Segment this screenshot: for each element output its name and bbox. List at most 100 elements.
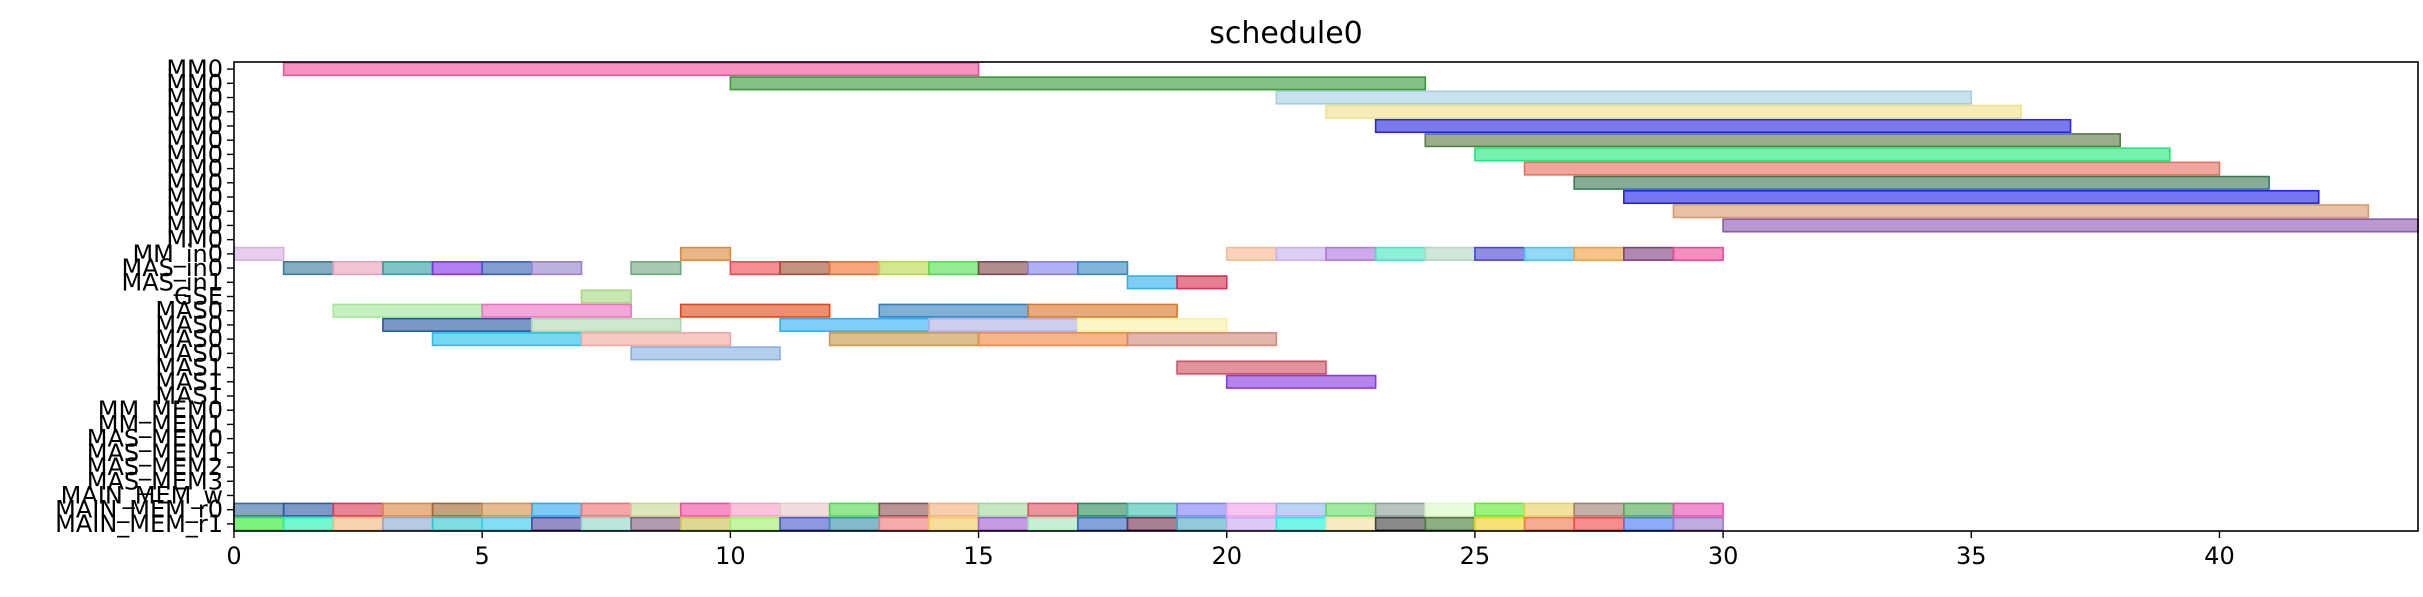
task-bar bbox=[1424, 246, 1476, 261]
task-bar bbox=[630, 261, 682, 276]
y-tick-label: MAS_in0 bbox=[121, 254, 223, 282]
task-bar bbox=[1027, 502, 1079, 517]
y-tick-label: MAS1 bbox=[155, 368, 223, 396]
task-bar bbox=[679, 502, 732, 517]
task-bar bbox=[531, 261, 583, 276]
task-bar bbox=[1225, 502, 1278, 517]
y-tick-label: MM0 bbox=[166, 126, 223, 154]
y-axis: MM0MM0MM0MM0MM0MM0MM0MM0MM0MM0MM0MM0MM0M… bbox=[55, 55, 234, 538]
task-bar bbox=[382, 502, 434, 517]
y-tick-label: MAS1 bbox=[155, 354, 223, 382]
task-bar bbox=[878, 261, 930, 276]
task-bar bbox=[1126, 275, 1178, 290]
task-bar bbox=[1523, 502, 1575, 517]
task-bar bbox=[1374, 246, 1427, 261]
task-bar bbox=[431, 516, 483, 531]
y-tick-label: MAIN_MEM_w bbox=[61, 481, 223, 509]
task-bar bbox=[828, 261, 881, 276]
x-tick-label: 20 bbox=[1211, 542, 1242, 570]
task-bar bbox=[531, 516, 583, 531]
task-bar bbox=[332, 303, 483, 318]
task-bar bbox=[630, 516, 682, 531]
task-bar bbox=[580, 502, 632, 517]
task-bar bbox=[332, 502, 384, 517]
task-bar bbox=[1225, 246, 1278, 261]
task-bar bbox=[679, 246, 732, 261]
task-bar bbox=[1374, 118, 2072, 134]
task-bar bbox=[729, 261, 781, 276]
bars-layer bbox=[233, 62, 2419, 531]
task-bar bbox=[382, 317, 533, 332]
task-bar bbox=[1325, 246, 1377, 261]
y-tick-label: MM_MEM1 bbox=[98, 410, 223, 438]
y-tick-label: MM0 bbox=[166, 197, 223, 225]
task-bar bbox=[1126, 502, 1178, 517]
y-tick-label: MM0 bbox=[166, 140, 223, 168]
task-bar bbox=[1672, 246, 1724, 261]
task-bar bbox=[233, 502, 285, 517]
task-bar bbox=[779, 317, 930, 332]
task-bar bbox=[481, 502, 533, 517]
x-axis: 0 5 10 15 20 25 30 35 40 bbox=[226, 531, 2235, 570]
task-bar bbox=[282, 62, 980, 77]
task-bar bbox=[977, 516, 1029, 531]
task-bar bbox=[1275, 90, 1973, 105]
task-bar bbox=[1126, 332, 1278, 347]
task-bar bbox=[1672, 516, 1724, 531]
task-bar bbox=[1374, 502, 1427, 517]
task-bar bbox=[1623, 516, 1675, 531]
y-tick-label: MM0 bbox=[166, 155, 223, 183]
y-tick-label: MAS_MEM3 bbox=[87, 467, 223, 495]
task-bar bbox=[729, 502, 781, 517]
task-bar bbox=[431, 261, 483, 276]
task-bar bbox=[928, 502, 980, 517]
task-bar bbox=[431, 502, 483, 517]
task-bar bbox=[580, 332, 732, 347]
x-tick-label: 30 bbox=[1708, 542, 1739, 570]
task-bar bbox=[1672, 502, 1724, 517]
task-bar bbox=[1225, 516, 1278, 531]
task-bar bbox=[1176, 360, 1327, 375]
y-tick-label: MAS_in1 bbox=[121, 268, 223, 296]
task-bar bbox=[1126, 516, 1178, 531]
task-bar bbox=[729, 516, 781, 531]
task-bar bbox=[1424, 502, 1476, 517]
y-tick-label: MM_in0 bbox=[132, 240, 223, 268]
task-bar bbox=[878, 303, 1029, 318]
y-tick-label: MAS0 bbox=[155, 339, 223, 367]
chart-title: schedule0 bbox=[1209, 16, 1363, 51]
task-bar bbox=[481, 303, 632, 318]
x-tick-label: 35 bbox=[1956, 542, 1987, 570]
task-bar bbox=[233, 516, 285, 531]
task-bar bbox=[630, 346, 781, 361]
x-tick-label: 40 bbox=[2204, 542, 2235, 570]
task-bar bbox=[1573, 516, 1625, 531]
y-tick-label: MM0 bbox=[166, 112, 223, 140]
task-bar bbox=[481, 516, 533, 531]
task-bar bbox=[928, 317, 1079, 332]
task-bar bbox=[332, 516, 384, 531]
x-tick-label: 0 bbox=[226, 542, 241, 570]
y-tick-label: MM0 bbox=[166, 183, 223, 211]
task-bar bbox=[878, 502, 930, 517]
task-bar bbox=[1623, 502, 1675, 517]
x-tick-label: 15 bbox=[963, 542, 994, 570]
task-bar bbox=[1176, 516, 1228, 531]
task-bar bbox=[282, 502, 335, 517]
task-bar bbox=[779, 502, 831, 517]
task-bar bbox=[282, 516, 335, 531]
task-bar bbox=[1325, 104, 2022, 119]
task-bar bbox=[1077, 317, 1228, 332]
task-bar bbox=[878, 516, 930, 531]
y-tick-label: MM0 bbox=[166, 98, 223, 126]
task-bar bbox=[481, 261, 533, 276]
task-bar bbox=[1523, 161, 2221, 176]
task-bar bbox=[679, 303, 831, 318]
task-bar bbox=[1573, 175, 2270, 190]
task-bar bbox=[729, 76, 1427, 91]
y-tick-label: MAIN_MEM_r0 bbox=[55, 496, 223, 524]
task-bar bbox=[779, 261, 831, 276]
task-bar bbox=[928, 516, 980, 531]
